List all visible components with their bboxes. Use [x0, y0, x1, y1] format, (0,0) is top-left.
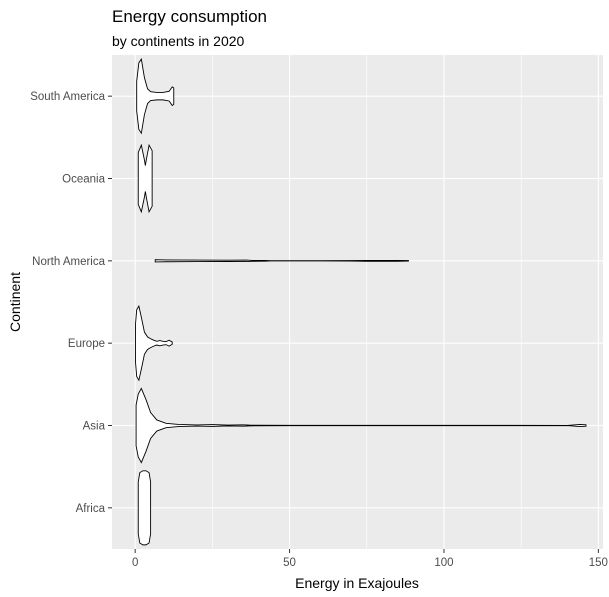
plot-panel	[112, 55, 603, 549]
violin-asia	[135, 387, 587, 464]
violin-europe	[135, 304, 173, 382]
violin-south-america	[136, 57, 175, 135]
x-axis: 0 50 100 150	[132, 549, 608, 569]
y-tick-label-oceania: Oceania	[62, 174, 105, 186]
y-tick-label-europe: Europe	[68, 338, 105, 350]
chart-subtitle: by continents in 2020	[112, 33, 245, 49]
y-tick-label-asia: Asia	[83, 421, 106, 433]
chart-title: Energy consumption	[112, 7, 267, 26]
violin-africa	[137, 470, 152, 546]
x-tick-label: 100	[434, 557, 453, 569]
y-axis: Africa Asia Europe North America Oceania Sout…	[30, 91, 112, 515]
y-tick-label-africa: Africa	[76, 503, 106, 515]
x-tick-label: 150	[589, 557, 608, 569]
y-axis-title: Continent	[7, 272, 23, 332]
x-tick-label: 0	[132, 557, 138, 569]
y-tick-label-south-america: South America	[30, 91, 105, 103]
x-tick-label: 50	[283, 557, 296, 569]
x-axis-title: Energy in Exajoules	[295, 575, 419, 591]
violins	[135, 57, 587, 546]
y-tick-label-north-america: North America	[32, 256, 105, 268]
violin-north-america	[154, 259, 409, 263]
violin-oceania	[137, 143, 153, 214]
